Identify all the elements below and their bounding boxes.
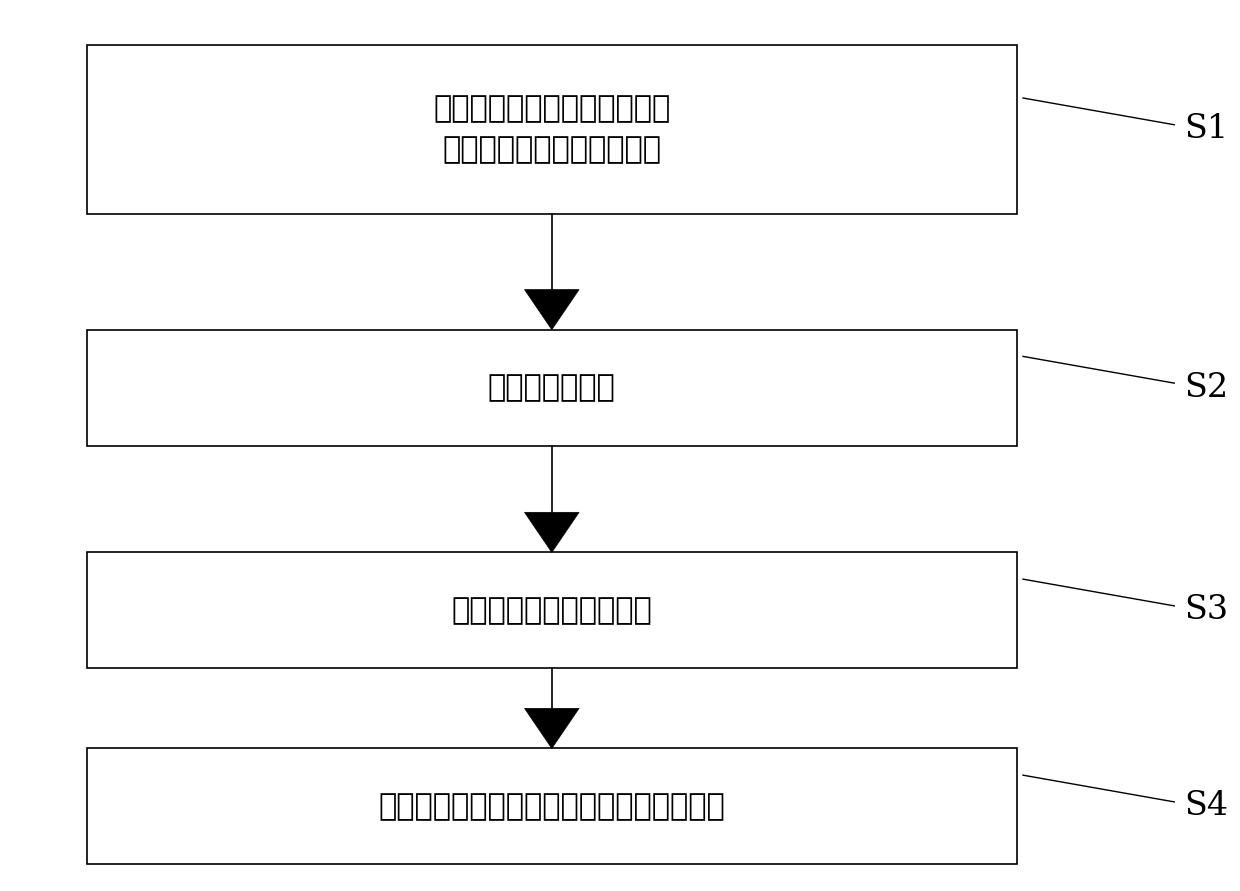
Bar [87,552,1017,668]
Text: 根据识别的动作指令对扫地机器人进行控制: 根据识别的动作指令对扫地机器人进行控制 [378,792,725,821]
Bar [87,748,1017,864]
Text: 获取人体的动作: 获取人体的动作 [487,373,616,402]
Text: S4: S4 [1184,790,1228,822]
Text: S3: S3 [1184,594,1229,626]
Polygon shape [525,708,579,748]
Bar [87,330,1017,446]
Polygon shape [525,290,579,330]
Polygon shape [525,512,579,552]
Text: S1: S1 [1184,113,1229,145]
Bar [87,45,1017,214]
Text: 建立人体动作指令和扫地机器
人控制指令之间的映射关系: 建立人体动作指令和扫地机器 人控制指令之间的映射关系 [433,94,671,164]
Text: S2: S2 [1184,372,1229,404]
Text: 对人体动作进行解析识别: 对人体动作进行解析识别 [451,596,652,625]
